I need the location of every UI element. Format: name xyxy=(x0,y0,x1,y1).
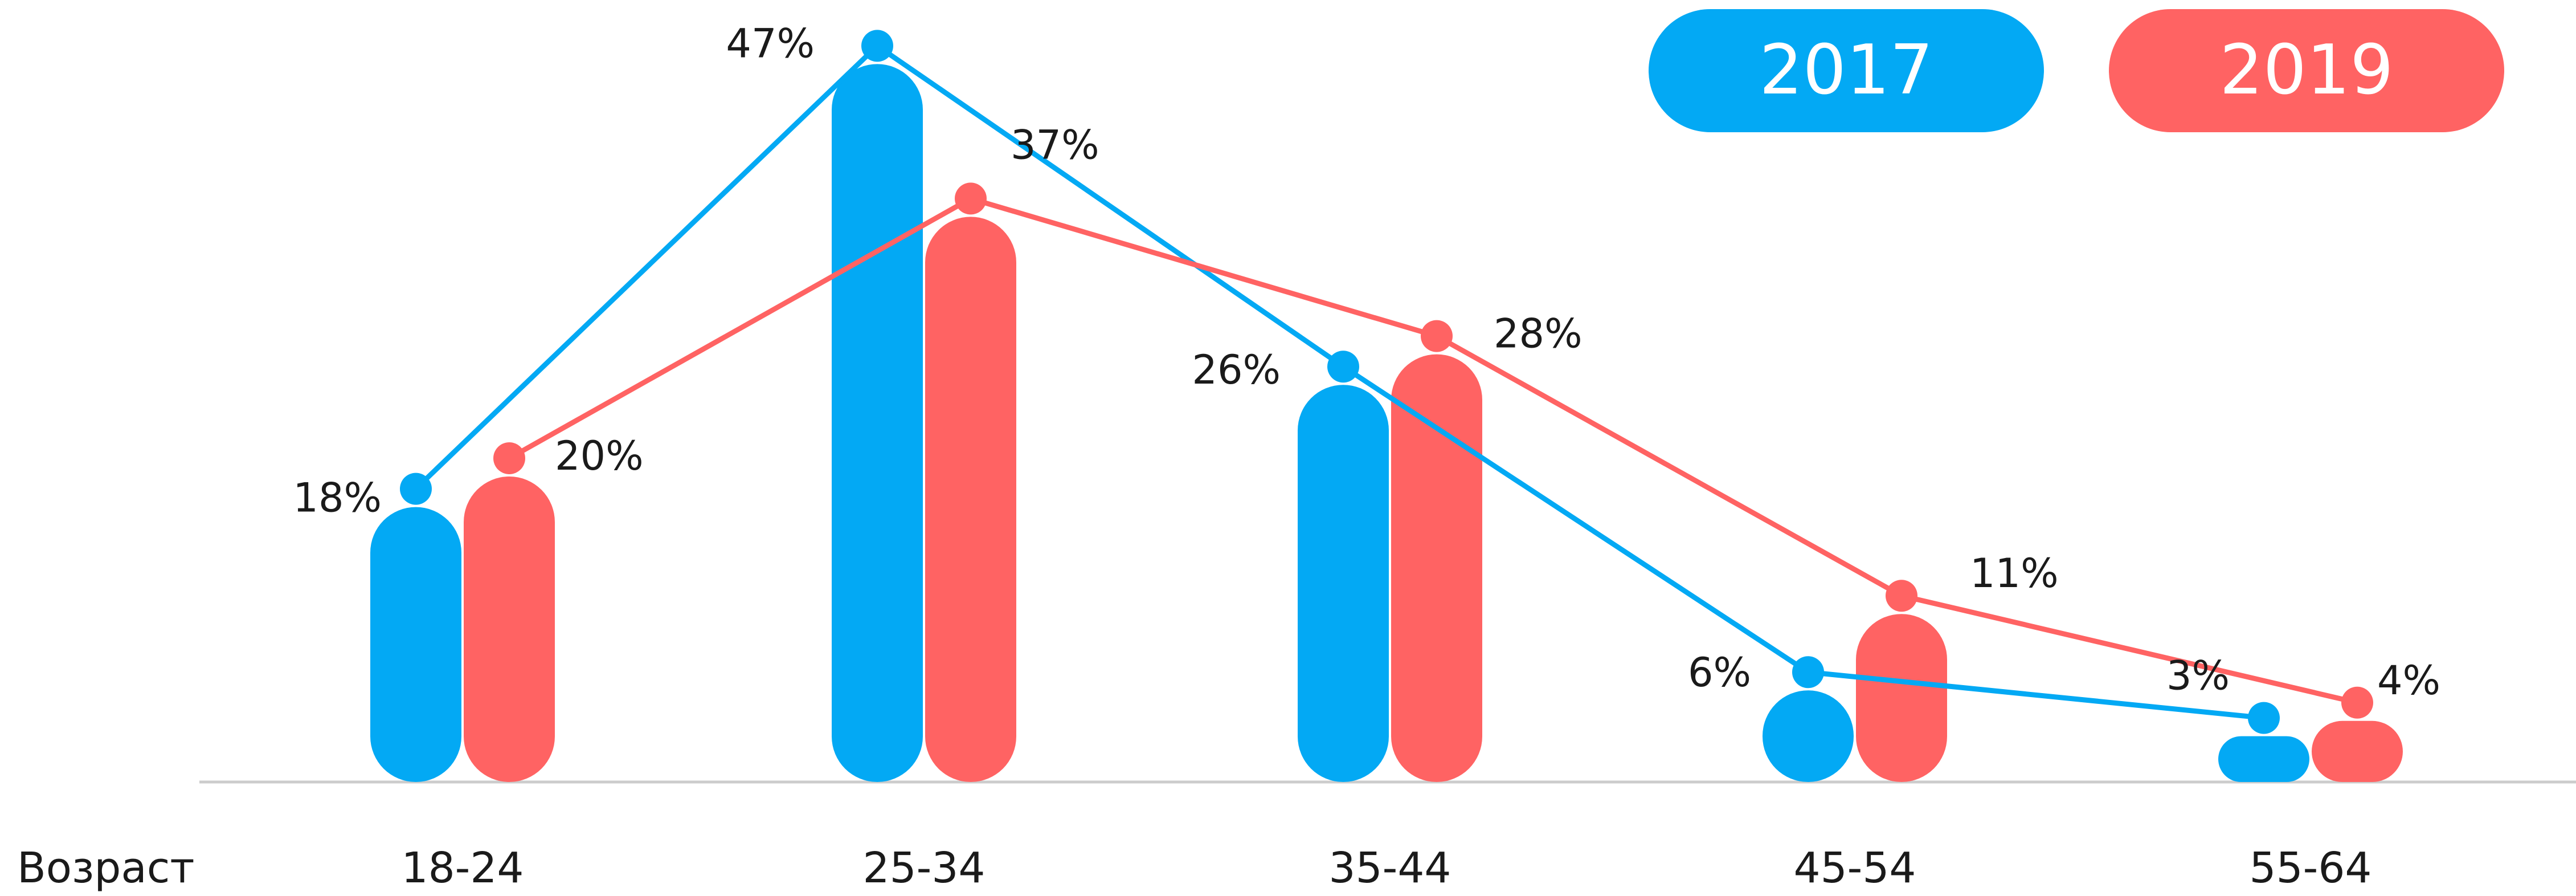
value-label-2017-25-34: 47% xyxy=(726,20,815,67)
x-axis-title: Возраст xyxy=(17,844,195,893)
value-label-2019-25-34: 37% xyxy=(1011,121,1099,168)
point-2019-35-44 xyxy=(1421,320,1453,352)
point-2019-45-54 xyxy=(1886,580,1917,612)
point-2017-45-54 xyxy=(1792,656,1824,689)
point-2019-18-24 xyxy=(493,442,525,474)
point-2017-18-24 xyxy=(400,473,432,505)
bar-2019-35-44 xyxy=(1391,354,1482,782)
lines-layer xyxy=(400,30,2373,734)
value-label-2017-18-24: 18% xyxy=(293,475,382,522)
value-label-2019-55-64: 4% xyxy=(2377,657,2440,704)
point-2017-35-44 xyxy=(1327,351,1359,383)
bar-2017-35-44 xyxy=(1298,385,1389,782)
bar-2019-45-54 xyxy=(1856,614,1947,782)
category-labels-layer: 18-24 25-34 35-44 45-54 55-64 xyxy=(401,844,2371,893)
legend-item-2017: 2017 xyxy=(1649,9,2044,132)
point-2019-25-34 xyxy=(955,182,987,215)
category-label-25-34: 25-34 xyxy=(862,844,985,893)
category-label-18-24: 18-24 xyxy=(401,844,524,893)
bar-2019-55-64 xyxy=(2312,720,2403,782)
category-label-45-54: 45-54 xyxy=(1793,844,1916,893)
bars-layer xyxy=(370,64,2403,782)
bar-2019-18-24 xyxy=(464,476,555,782)
value-label-2019-35-44: 28% xyxy=(1494,311,1583,357)
value-label-2017-55-64: 3% xyxy=(2166,653,2230,699)
bar-2017-45-54 xyxy=(1763,690,1854,782)
point-2017-55-64 xyxy=(2248,702,2280,734)
point-2019-55-64 xyxy=(2341,686,2373,719)
category-label-55-64: 55-64 xyxy=(2249,844,2371,893)
legend-item-2019: 2019 xyxy=(2109,9,2504,132)
category-label-35-44: 35-44 xyxy=(1328,844,1451,893)
point-2017-25-34 xyxy=(861,30,893,62)
bar-2017-25-34 xyxy=(832,64,923,782)
value-label-2019-45-54: 11% xyxy=(1970,550,2059,597)
value-label-2019-18-24: 20% xyxy=(555,433,644,479)
bar-2017-55-64 xyxy=(2218,736,2309,782)
value-label-2017-45-54: 6% xyxy=(1688,649,1751,696)
value-label-2017-35-44: 26% xyxy=(1192,347,1281,393)
bar-2019-25-34 xyxy=(925,217,1016,782)
value-labels-layer: 18% 20% 47% 37% 26% 28% 6% 11% 3% 4% xyxy=(293,20,2440,703)
bar-2017-18-24 xyxy=(370,507,461,782)
